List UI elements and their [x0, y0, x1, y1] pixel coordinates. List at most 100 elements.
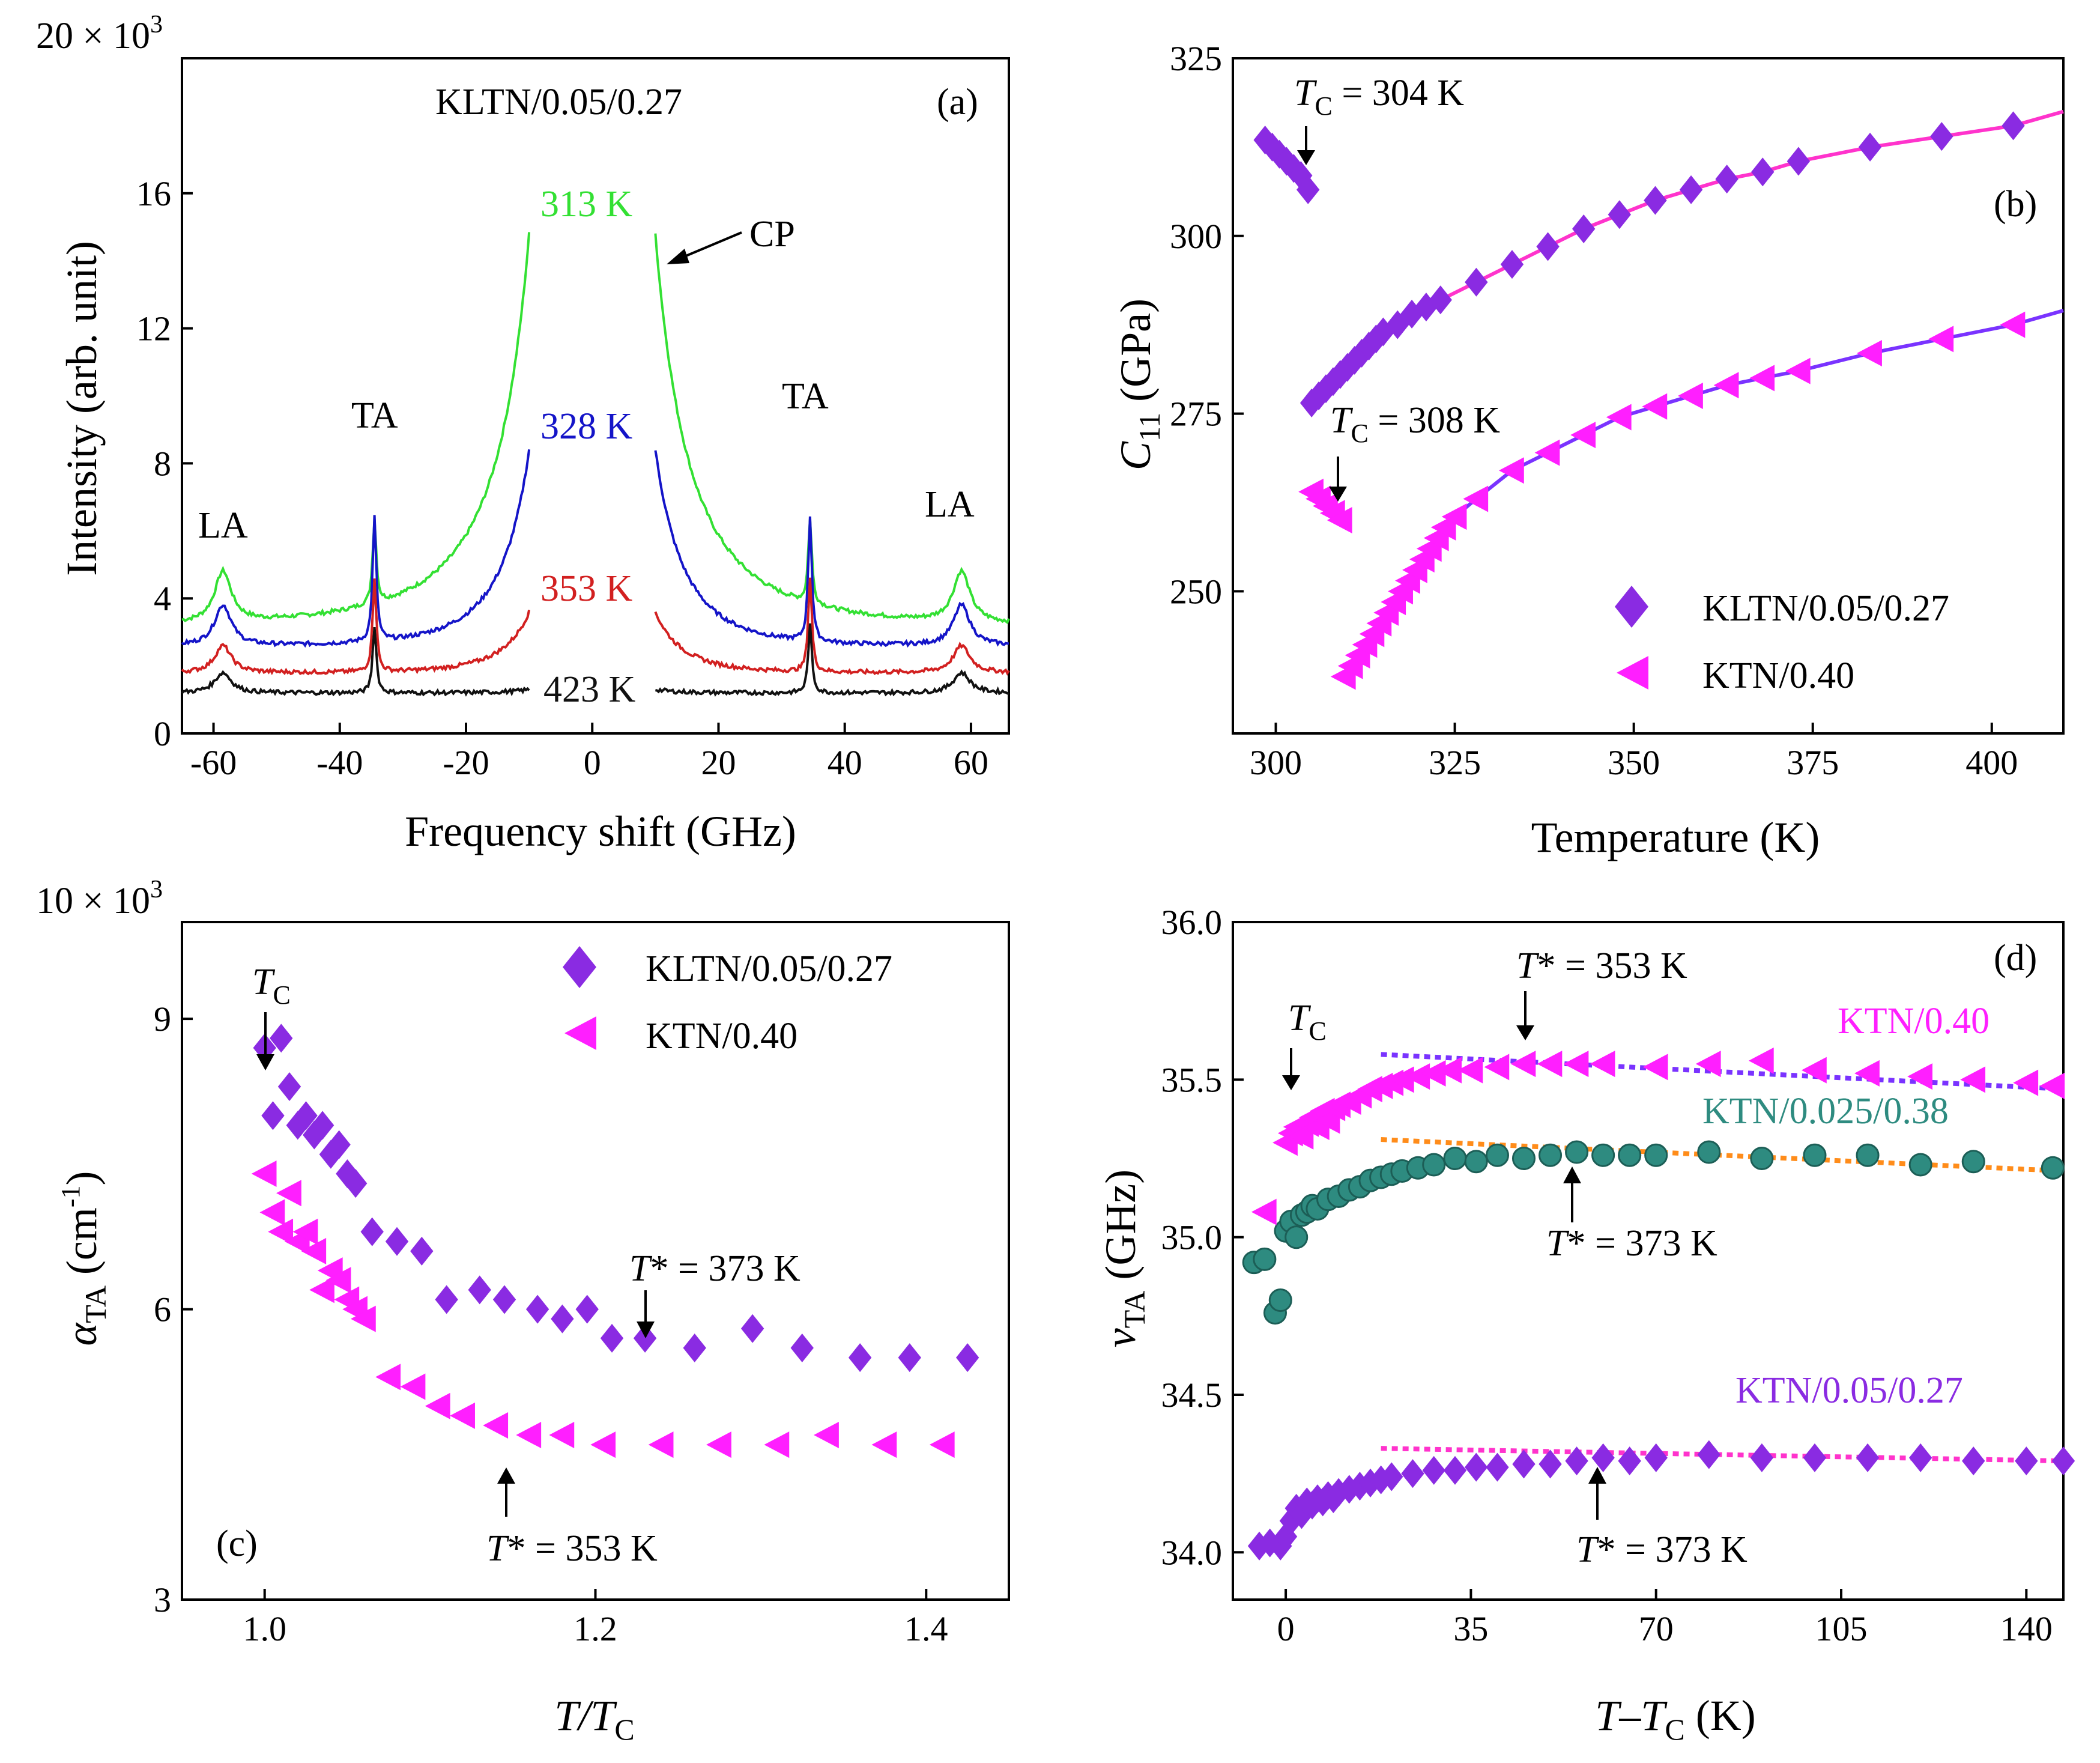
point-c-kltn: [633, 1323, 657, 1353]
point-d-ktn025: [1511, 1146, 1536, 1171]
panel-d-y-tick-label: 36.0: [1161, 903, 1223, 942]
point-d-ktn040: [1251, 1198, 1277, 1225]
point-b-kltn: [1787, 147, 1811, 176]
point-b-kltn: [1296, 175, 1320, 204]
point-b-kltn: [1608, 200, 1632, 229]
point-d-ktn040: [1590, 1051, 1615, 1078]
panel-c-y-tick-label: 3: [154, 1580, 171, 1619]
point-d-ktn005: [1591, 1443, 1615, 1472]
arrow-c-tc: [256, 1012, 274, 1070]
panel-b-y-tick-label: 325: [1170, 39, 1222, 78]
point-d-ktn025: [1538, 1143, 1563, 1167]
point-c-kltn: [410, 1236, 434, 1266]
panel-d-y-tick-label: 35.0: [1161, 1218, 1223, 1257]
point-d-ktn025: [1464, 1150, 1488, 1174]
point-c-ktn: [325, 1267, 351, 1294]
point-d-ktn005: [1539, 1449, 1562, 1479]
point-d-ktn025: [1485, 1143, 1509, 1167]
point-c-ktn: [871, 1431, 897, 1458]
panel-b-y-ticks: 250 275 300 325: [1170, 39, 1244, 611]
point-c-kltn: [310, 1111, 334, 1140]
panel-a-x-tick-label: -40: [316, 743, 363, 782]
point-d-ktn005: [1856, 1443, 1880, 1472]
point-c-ktn: [483, 1412, 509, 1439]
panel-c-y-tick-label: 9: [154, 1000, 171, 1039]
point-d-ktn025: [1697, 1140, 1721, 1164]
panel-a-x-tick-label: -20: [443, 743, 489, 782]
point-d-ktn040: [1960, 1066, 1986, 1093]
panel-d-x-tick-label: 70: [1639, 1609, 1674, 1648]
panel-a: -60 -40 -20 0 20 40 60 0 4 8 12 16 20 × 103 KLTN/0…: [36, 11, 1010, 855]
panel-b-y-label: C11 (GPa): [1112, 299, 1166, 470]
point-c-kltn: [955, 1343, 979, 1373]
panel-a-x-label: Frequency shift (GHz): [405, 807, 796, 855]
point-d-ktn040: [1563, 1051, 1589, 1078]
point-b-kltn: [1357, 332, 1381, 361]
point-d-ktn025: [1908, 1153, 1932, 1177]
annotation-tc-308: TC = 308 K: [1330, 400, 1500, 448]
point-d-ktn040: [1510, 1051, 1536, 1078]
point-d-ktn040: [1748, 1047, 1774, 1074]
point-d-ktn025: [1422, 1153, 1446, 1177]
arrow-tc-308: [1329, 457, 1347, 502]
point-c-kltn: [575, 1294, 599, 1324]
panel-c-x-tick-label: 1.0: [243, 1609, 286, 1648]
arrow-d-tc: [1282, 1048, 1300, 1090]
point-b-kltn: [1715, 165, 1738, 194]
point-c-ktn: [549, 1422, 575, 1449]
panel-b-x-tick-label: 350: [1608, 743, 1660, 782]
dotted-ktn040: [1381, 1052, 2064, 1092]
point-b-kltn: [1300, 388, 1324, 417]
point-b-kltn: [1429, 285, 1452, 315]
point-c-kltn: [790, 1334, 814, 1363]
legend-c-marker-kltn: [563, 946, 596, 988]
spectrum-313K: [181, 232, 1010, 625]
point-b-kltn: [1253, 126, 1277, 155]
label-d-ktn025: KTN/0.025/0.38: [1702, 1091, 1949, 1132]
point-d-ktn005: [1269, 1531, 1292, 1561]
annotation-d-tstar-353: T* = 353 K: [1516, 945, 1687, 986]
point-d-ktn040: [1801, 1057, 1827, 1084]
point-c-kltn: [683, 1334, 706, 1363]
point-c-ktn: [301, 1237, 327, 1264]
point-d-ktn005: [1443, 1455, 1467, 1485]
point-b-ktn: [1441, 503, 1467, 530]
point-c-kltn: [360, 1217, 384, 1246]
point-c-kltn: [294, 1101, 318, 1130]
point-b-ktn: [1498, 457, 1524, 484]
point-b-kltn: [1751, 157, 1775, 187]
point-c-kltn: [343, 1169, 368, 1198]
point-c-kltn: [385, 1227, 409, 1256]
point-d-ktn005: [1908, 1443, 1932, 1472]
point-d-ktn040: [1642, 1054, 1668, 1081]
panel-c-y-tick-label: 6: [154, 1290, 171, 1329]
arrow-d-tstar-373-mid: [1563, 1167, 1581, 1222]
panel-b-y-tick-label: 250: [1170, 572, 1222, 611]
panel-b-y-tick-label: 275: [1170, 395, 1222, 434]
panel-d-x-label: T–TC (K): [1595, 1692, 1755, 1746]
panel-d-frame: [1232, 921, 2065, 1601]
point-d-ktn040: [1388, 1066, 1414, 1093]
point-b-ktn: [1678, 383, 1703, 409]
point-d-ktn005: [1512, 1449, 1536, 1479]
legend-label-kltn: KLTN/0.05/0.27: [1702, 588, 1949, 629]
panel-a-y-ticks: 0 4 8 12 16: [136, 174, 193, 753]
point-c-kltn: [435, 1285, 458, 1314]
label-la-left: LA: [198, 505, 248, 546]
annotation-c-tstar-353: T* = 353 K: [486, 1528, 658, 1569]
point-d-ktn025: [1750, 1146, 1774, 1171]
annotation-c-tc: TC: [252, 962, 291, 1010]
point-d-ktn040: [2013, 1069, 2039, 1096]
label-d-ktn040: KTN/0.40: [1838, 1001, 1990, 1042]
legend-marker-kltn: [1615, 586, 1648, 628]
panel-d-y-tick-label: 34.0: [1161, 1533, 1223, 1572]
point-c-kltn: [525, 1294, 549, 1324]
point-c-kltn: [551, 1304, 574, 1334]
point-d-ktn040: [1907, 1063, 1932, 1090]
point-d-ktn005: [1348, 1472, 1372, 1501]
panel-b-markers: [1253, 111, 2026, 690]
panel-a-frame: [181, 57, 1010, 735]
panel-d: 0 35 70 105 140 34.0 34.5 35.0 35.5 36.0 (d) T–T…: [1097, 903, 2075, 1746]
fit-kltn: [1310, 109, 2064, 404]
point-b-kltn: [1364, 324, 1388, 354]
